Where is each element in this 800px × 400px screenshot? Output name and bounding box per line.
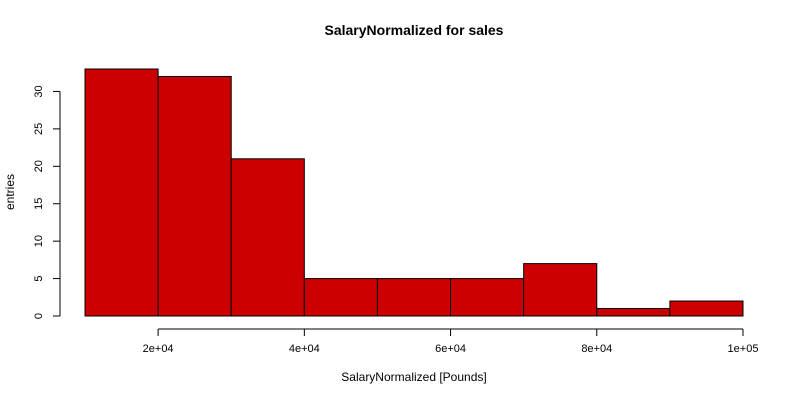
y-tick-label-6: 30 xyxy=(33,85,45,97)
x-axis-label: SalaryNormalized [Pounds] xyxy=(341,370,486,384)
x-tick-label-2: 6e+04 xyxy=(435,343,466,355)
histogram-bar-5 xyxy=(450,278,525,317)
y-axis: 0 5 10 15 20 25 30 xyxy=(33,85,61,319)
x-tick-label-3: 8e+04 xyxy=(581,343,612,355)
y-tick-label-5: 25 xyxy=(33,123,45,135)
y-tick-label-0: 0 xyxy=(33,313,45,319)
x-tick-label-4: 1e+05 xyxy=(728,343,759,355)
histogram-bar-1 xyxy=(157,75,232,317)
histogram-bar-0 xyxy=(84,68,159,317)
bars-group xyxy=(84,68,744,317)
histogram-bar-6 xyxy=(523,263,598,317)
y-tick-label-4: 20 xyxy=(33,160,45,172)
x-axis: 2e+04 4e+04 6e+04 8e+04 1e+05 xyxy=(143,328,759,355)
histogram-bar-8 xyxy=(669,300,744,317)
y-axis-label: entries xyxy=(3,174,17,210)
x-tick-label-1: 4e+04 xyxy=(289,343,320,355)
histogram-bar-7 xyxy=(596,308,671,317)
histogram-bar-2 xyxy=(230,158,305,317)
histogram-bar-3 xyxy=(303,278,378,317)
x-tick-label-0: 2e+04 xyxy=(143,343,174,355)
y-tick-label-2: 10 xyxy=(33,235,45,247)
y-tick-label-3: 15 xyxy=(33,198,45,210)
histogram-bar-4 xyxy=(376,278,452,317)
chart-title: SalaryNormalized for sales xyxy=(325,22,504,38)
y-tick-label-1: 5 xyxy=(33,276,45,282)
